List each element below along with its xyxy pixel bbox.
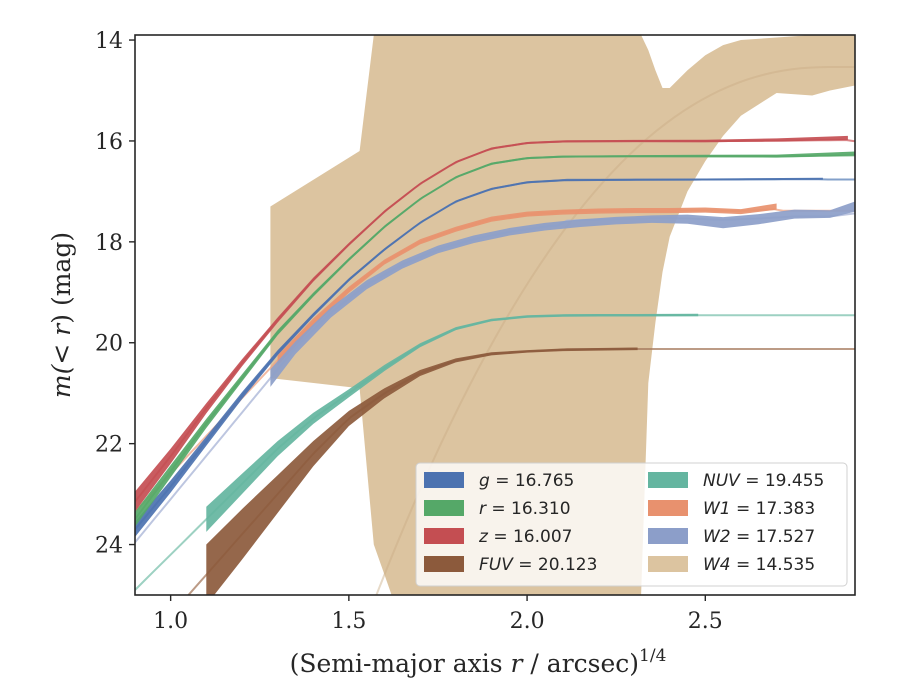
band-g [135, 177, 823, 538]
y-tick-label: 14 [95, 29, 123, 54]
legend-label-nuv: NUV = 19.455 [703, 471, 824, 491]
legend-label-w4: W4 = 14.535 [703, 555, 815, 575]
legend-swatch-z [424, 528, 464, 544]
legend: g = 16.765 r = 16.310 z = 16.007 FUV = 20.1… [415, 462, 848, 587]
legend-label-w1: W1 = 17.383 [703, 499, 815, 519]
legend-label-z: z = 16.007 [478, 527, 572, 547]
ticks-layer: 1.0 1.5 2.0 2.5 14 16 18 20 22 24 [95, 29, 723, 634]
data-layer [135, 35, 855, 595]
band-fuv [206, 347, 638, 595]
legend-swatch-w4 [648, 556, 688, 572]
x-axis-label: (Semi-major axis r / arcsec)1/4 [290, 646, 667, 678]
legend-box [415, 462, 848, 587]
x-tick-label: 1.5 [331, 609, 366, 634]
plot-frame [134, 34, 856, 596]
legend-swatch-w2 [648, 528, 688, 544]
y-tick-label: 20 [95, 332, 123, 357]
legend-swatch-g [424, 472, 464, 488]
y-tick-label: 16 [95, 130, 123, 155]
legend-swatch-r [424, 500, 464, 516]
y-tick-label: 22 [95, 433, 123, 458]
legend-label-fuv: FUV = 20.123 [479, 555, 597, 575]
legend-swatch-w1 [648, 500, 688, 516]
legend-label-w2: W2 = 17.527 [703, 527, 815, 547]
legend-swatch-nuv [648, 472, 688, 488]
y-tick-label: 18 [95, 231, 123, 256]
x-tick-label: 1.0 [153, 609, 188, 634]
fit-curve-w4 [375, 66, 855, 595]
legend-swatch-fuv [424, 556, 464, 572]
x-tick-label: 2.0 [510, 609, 545, 634]
legend-label-g: g = 16.765 [479, 471, 574, 491]
y-tick-label: 24 [95, 534, 123, 559]
y-axis-label: m(< r) (mag) [47, 232, 76, 398]
legend-label-r: r = 16.310 [479, 499, 571, 519]
band-nuv [206, 313, 699, 532]
x-tick-label: 2.5 [688, 609, 723, 634]
